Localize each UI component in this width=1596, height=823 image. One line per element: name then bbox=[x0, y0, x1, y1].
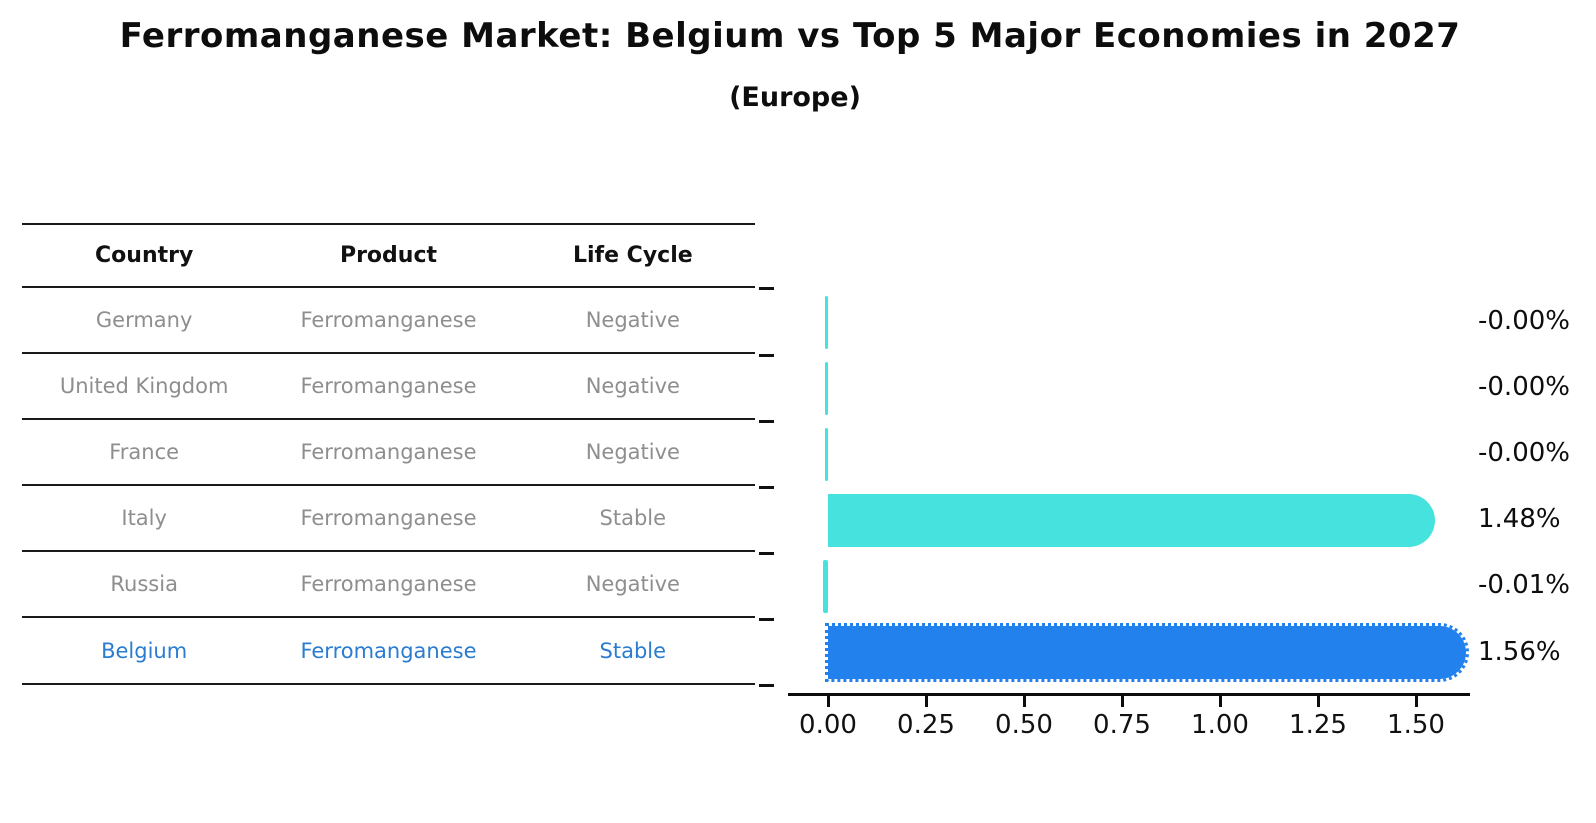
value-label-germany: -0.00% bbox=[1478, 305, 1570, 336]
value-label-italy: 1.48% bbox=[1478, 504, 1561, 535]
value-label-united-kingdom: -0.00% bbox=[1478, 371, 1570, 402]
table-row-belgium: Belgium Ferromanganese Stable bbox=[22, 618, 755, 685]
lifecycle-cell: Negative bbox=[585, 572, 680, 597]
value-label-russia: -0.01% bbox=[1478, 570, 1570, 601]
x-tick-label: 0.25 bbox=[897, 710, 955, 740]
product-cell: Ferromanganese bbox=[300, 572, 477, 597]
value-label-belgium: 1.56% bbox=[1478, 636, 1561, 667]
x-tick-mark bbox=[1022, 695, 1026, 707]
bar-france bbox=[825, 427, 828, 481]
lifecycle-cell: Negative bbox=[585, 440, 680, 465]
x-axis-line bbox=[788, 693, 1470, 696]
bar-germany bbox=[825, 295, 828, 349]
lifecycle-cell: Stable bbox=[599, 506, 667, 531]
table-row-russia: Russia Ferromanganese Negative bbox=[22, 552, 755, 619]
product-cell: Ferromanganese bbox=[300, 506, 477, 531]
table-header-row: Country Product Life Cycle bbox=[22, 223, 755, 288]
chart-title: Ferromanganese Market: Belgium vs Top 5 … bbox=[119, 16, 1461, 56]
x-tick-label: 0.50 bbox=[995, 710, 1053, 740]
bar-italy bbox=[828, 493, 1435, 547]
product-cell: Ferromanganese bbox=[300, 374, 477, 399]
table-body: Germany Ferromanganese Negative United King… bbox=[22, 288, 755, 685]
x-tick-mark bbox=[826, 695, 830, 707]
country-cell: Germany bbox=[95, 308, 193, 333]
table-row-france: France Ferromanganese Negative bbox=[22, 420, 755, 487]
y-tick-mark bbox=[759, 617, 774, 621]
table-header-product: Product bbox=[339, 243, 438, 268]
country-cell: Belgium bbox=[101, 638, 188, 663]
lifecycle-cell: Negative bbox=[585, 308, 680, 333]
product-cell: Ferromanganese bbox=[300, 308, 477, 333]
y-tick-mark bbox=[759, 551, 774, 555]
y-tick-mark bbox=[759, 485, 774, 489]
country-cell: Italy bbox=[121, 506, 167, 531]
chart-subtitle: (Europe) bbox=[729, 82, 861, 113]
x-tick-mark bbox=[1414, 695, 1418, 707]
country-table: Country Product Life Cycle Germany Ferrom… bbox=[22, 223, 755, 685]
bar-russia bbox=[823, 559, 828, 613]
x-tick-mark bbox=[1120, 695, 1124, 707]
x-tick-label: 1.50 bbox=[1387, 710, 1445, 740]
y-tick-mark bbox=[759, 684, 774, 688]
product-cell: Ferromanganese bbox=[300, 638, 477, 663]
x-tick-mark bbox=[1218, 695, 1222, 707]
x-tick-mark bbox=[1316, 695, 1320, 707]
lifecycle-cell: Negative bbox=[585, 374, 680, 399]
bar-united-kingdom bbox=[825, 361, 828, 415]
x-tick-label: 1.00 bbox=[1191, 710, 1249, 740]
y-tick-mark bbox=[759, 287, 774, 291]
table-row-germany: Germany Ferromanganese Negative bbox=[22, 288, 755, 355]
table-row-united-kingdom: United Kingdom Ferromanganese Negative bbox=[22, 354, 755, 421]
x-tick-label: 1.25 bbox=[1289, 710, 1347, 740]
table-header-country: Country bbox=[95, 243, 194, 268]
product-cell: Ferromanganese bbox=[300, 440, 477, 465]
x-tick-mark bbox=[924, 695, 928, 707]
y-tick-mark bbox=[759, 419, 774, 423]
x-tick-label: 0.75 bbox=[1093, 710, 1151, 740]
country-cell: France bbox=[109, 440, 180, 465]
value-label-france: -0.00% bbox=[1478, 437, 1570, 468]
y-tick-mark bbox=[759, 353, 774, 357]
table-row-italy: Italy Ferromanganese Stable bbox=[22, 486, 755, 553]
country-cell: Russia bbox=[110, 572, 178, 597]
x-tick-label: 0.00 bbox=[799, 710, 857, 740]
lifecycle-cell: Stable bbox=[599, 638, 667, 663]
bar-belgium bbox=[824, 623, 1470, 682]
country-cell: United Kingdom bbox=[59, 374, 229, 399]
table-header-lifecycle: Life Cycle bbox=[572, 243, 693, 268]
